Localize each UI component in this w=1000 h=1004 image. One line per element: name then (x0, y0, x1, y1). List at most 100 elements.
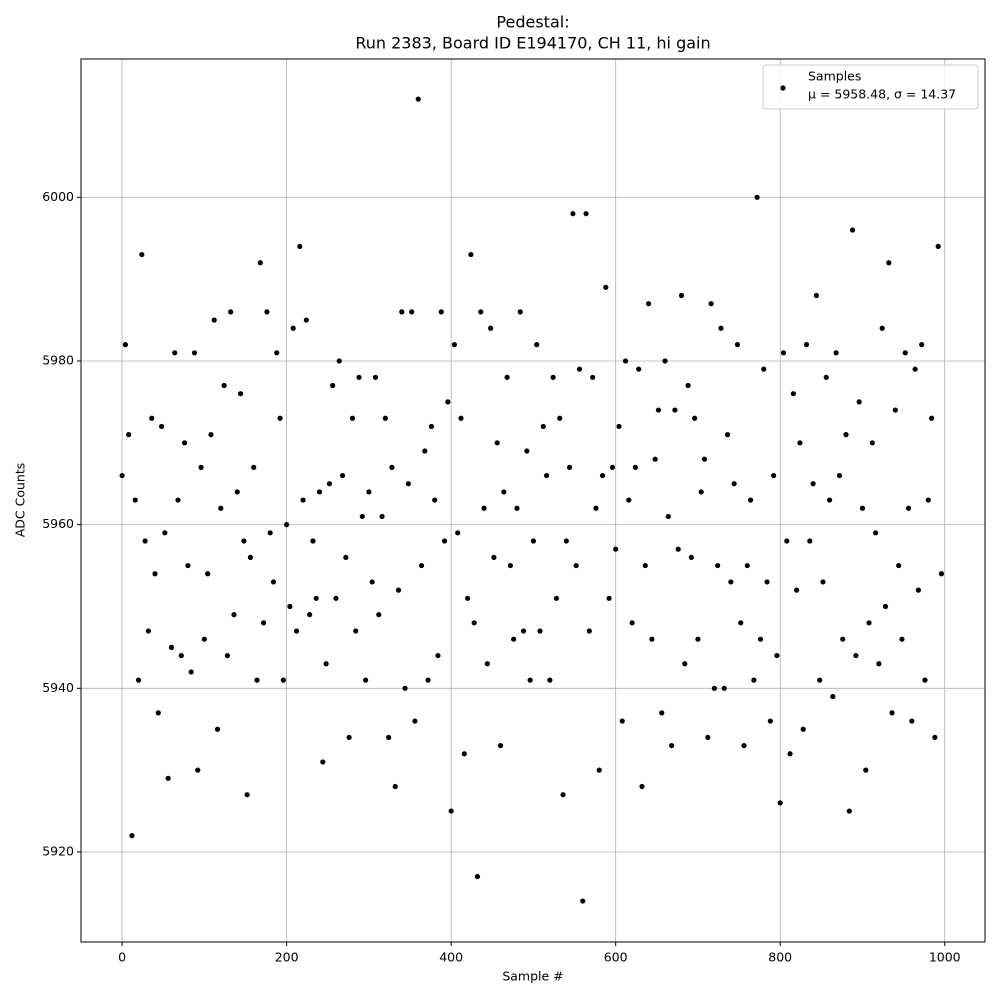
point (336, 358, 342, 364)
point (274, 350, 280, 356)
point (655, 407, 662, 413)
point (267, 530, 273, 536)
point (379, 513, 385, 520)
point (622, 358, 629, 364)
point (774, 652, 780, 659)
point (771, 472, 777, 479)
point (701, 456, 708, 462)
point (560, 792, 566, 798)
x-tick-label: 600 (604, 950, 628, 965)
point (132, 497, 138, 503)
point (438, 309, 444, 315)
point (820, 579, 826, 585)
point (182, 440, 188, 446)
point (149, 415, 155, 421)
point (530, 538, 537, 544)
point (935, 243, 941, 250)
legend-box (762, 64, 979, 110)
point (593, 505, 599, 511)
point (247, 554, 254, 560)
point (695, 636, 701, 642)
point (214, 726, 221, 732)
point (780, 350, 787, 356)
point (645, 301, 652, 307)
point (241, 538, 247, 544)
point (152, 571, 158, 577)
point (652, 456, 658, 462)
point (543, 472, 550, 479)
point (297, 243, 303, 250)
point (912, 366, 918, 372)
point (349, 415, 356, 421)
point (754, 194, 760, 200)
y-tick-label: 5940 (42, 680, 74, 695)
point (557, 415, 563, 421)
chart-subtitle: Run 2383, Board ID E194170, CH 11, hi ga… (355, 34, 710, 53)
point (126, 432, 132, 438)
point (221, 382, 227, 389)
point (418, 562, 425, 569)
point (333, 595, 339, 601)
point (511, 636, 517, 642)
point (665, 513, 671, 520)
point (501, 489, 507, 495)
point (346, 734, 352, 741)
point (682, 661, 688, 667)
point (165, 775, 171, 781)
point (441, 538, 448, 544)
x-tick-label: 1000 (929, 950, 961, 965)
point (244, 792, 250, 798)
point (405, 481, 411, 487)
point (369, 579, 375, 585)
point (784, 538, 790, 544)
point (135, 677, 142, 683)
point (711, 685, 717, 691)
point (228, 309, 234, 315)
point (840, 636, 846, 642)
point (158, 423, 165, 430)
point (471, 620, 477, 626)
point (731, 481, 737, 487)
point (659, 710, 665, 716)
point (688, 554, 694, 560)
point (254, 677, 260, 683)
point (458, 415, 464, 421)
point (744, 562, 750, 569)
point (586, 628, 592, 634)
point (389, 464, 395, 470)
point (836, 472, 843, 479)
point (185, 562, 191, 569)
point (747, 497, 754, 503)
point (270, 579, 277, 585)
point (343, 554, 349, 560)
point (303, 317, 309, 323)
point (484, 661, 490, 667)
point (211, 317, 217, 323)
point (494, 440, 500, 446)
point (550, 374, 556, 380)
point (488, 325, 494, 331)
point (145, 628, 152, 634)
point (422, 448, 428, 454)
point (517, 309, 523, 315)
point (846, 808, 852, 814)
legend-label: Samples (808, 69, 861, 84)
point (876, 661, 882, 667)
point (738, 620, 744, 626)
point (277, 415, 283, 421)
point (491, 554, 497, 560)
point (451, 342, 458, 348)
point (527, 677, 533, 683)
point (376, 612, 382, 618)
point (353, 628, 359, 634)
point (567, 464, 573, 470)
point (576, 366, 583, 372)
point (237, 391, 244, 397)
y-tick-label: 5980 (42, 352, 74, 367)
point (922, 677, 928, 683)
point (599, 472, 606, 479)
point (619, 718, 625, 724)
point (642, 562, 648, 569)
point (392, 783, 398, 790)
